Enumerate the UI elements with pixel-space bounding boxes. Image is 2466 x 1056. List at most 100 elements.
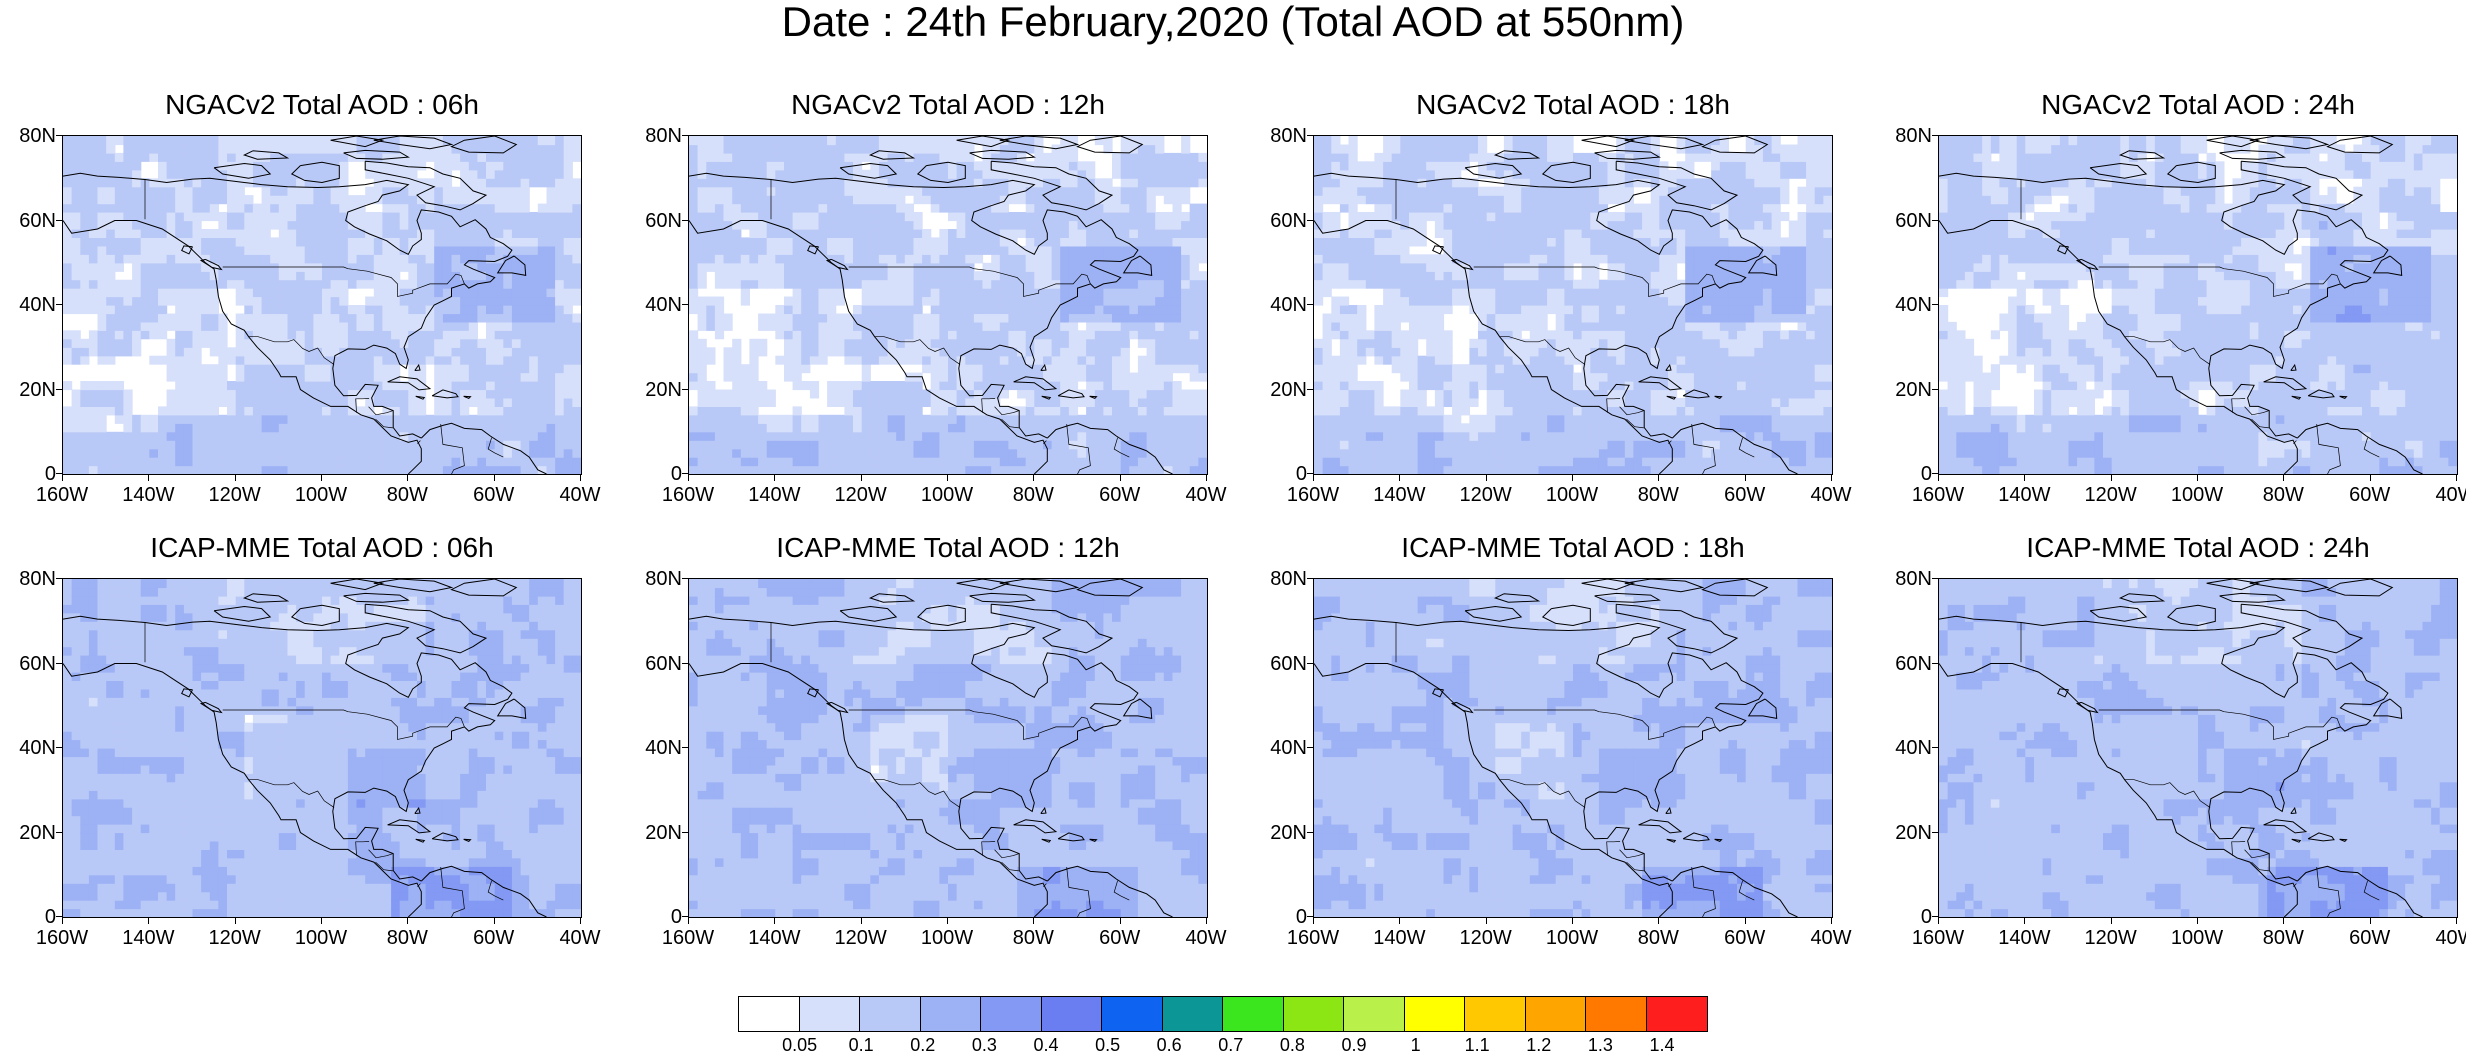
aod-cell	[494, 144, 504, 154]
aod-cell	[1198, 169, 1207, 179]
aod-cell	[1112, 440, 1122, 450]
aod-cell	[1322, 262, 1332, 272]
aod-cell	[775, 245, 785, 255]
aod-cell	[1189, 279, 1199, 289]
aod-cell	[732, 364, 742, 374]
aod-cell	[434, 195, 444, 205]
aod-cell	[365, 364, 375, 374]
aod-cell	[861, 271, 871, 281]
lat-tick-mark	[56, 304, 62, 305]
aod-cell	[982, 220, 992, 230]
aod-cell	[201, 465, 211, 474]
aod-cell	[192, 381, 202, 391]
aod-cell	[97, 347, 107, 357]
aod-cell	[192, 237, 202, 247]
aod-cell	[887, 347, 897, 357]
aod-cell	[973, 338, 984, 348]
aod-cell	[1146, 313, 1156, 323]
aod-cell	[904, 321, 914, 331]
aod-cell	[503, 279, 513, 289]
aod-cell	[749, 465, 759, 474]
aod-cell	[1391, 457, 1401, 467]
aod-cell	[835, 229, 845, 238]
aod-cell	[434, 245, 444, 255]
aod-cell	[304, 321, 314, 331]
aod-cell	[792, 279, 802, 289]
aod-cell	[201, 237, 211, 247]
country-border	[1113, 437, 1130, 458]
aod-cell	[1094, 279, 1104, 289]
aod-cell	[460, 321, 470, 331]
aod-cell	[835, 186, 845, 196]
aod-cell	[356, 381, 366, 391]
aod-cell	[529, 305, 539, 315]
aod-cell	[896, 305, 906, 315]
aod-cell	[870, 229, 880, 238]
aod-cell	[956, 457, 966, 467]
aod-cell	[391, 448, 401, 458]
aod-cell	[503, 178, 513, 188]
aod-cell	[218, 381, 228, 391]
aod-cell	[71, 212, 81, 222]
aod-cell	[287, 195, 297, 205]
aod-cell	[887, 144, 897, 154]
aod-cell	[1198, 321, 1207, 331]
aod-cell	[1172, 313, 1182, 323]
aod-cell	[956, 355, 966, 365]
aod-cell	[1103, 262, 1113, 272]
aod-cell	[365, 237, 375, 247]
aod-cell	[801, 152, 811, 162]
aod-cell	[1025, 262, 1035, 272]
aod-cell	[939, 313, 949, 323]
aod-cell	[1120, 186, 1130, 196]
aod-cell	[740, 423, 750, 433]
aod-cell	[1314, 423, 1324, 433]
aod-cell	[1034, 237, 1044, 247]
aod-cell	[878, 330, 889, 340]
aod-cell	[697, 136, 707, 146]
aod-cell	[887, 321, 897, 331]
aod-cell	[1068, 372, 1079, 382]
aod-cell	[1189, 313, 1199, 323]
aod-cell	[1017, 245, 1027, 255]
aod-cell	[1391, 288, 1401, 298]
aod-cell	[347, 465, 358, 474]
aod-cell	[1086, 389, 1096, 399]
aod-cell	[417, 406, 427, 416]
aod-cell	[818, 457, 828, 467]
aod-cell	[270, 305, 280, 315]
aod-cell	[758, 144, 768, 154]
aod-cell	[425, 338, 435, 348]
aod-cell	[1172, 406, 1182, 416]
aod-cell	[689, 448, 699, 458]
aod-cell	[1094, 245, 1104, 255]
aod-cell	[572, 178, 581, 188]
aod-cell	[296, 237, 306, 247]
aod-cell	[818, 313, 828, 323]
aod-cell	[442, 245, 453, 255]
aod-cell	[714, 229, 725, 238]
aod-cell	[218, 178, 228, 188]
aod-cell	[853, 229, 863, 238]
aod-cell	[520, 389, 530, 399]
aod-cell	[1146, 364, 1156, 374]
aod-cell	[1181, 195, 1191, 205]
aod-cell	[209, 161, 219, 171]
aod-cell	[391, 203, 401, 213]
aod-cell	[88, 279, 99, 289]
aod-cell	[965, 161, 975, 171]
aod-cell	[114, 161, 124, 171]
aod-cell	[1146, 296, 1156, 306]
aod-cell	[201, 195, 211, 205]
aod-cell	[555, 212, 565, 222]
aod-cell	[1146, 169, 1156, 179]
aod-cell	[97, 305, 107, 315]
country-border	[994, 406, 1020, 416]
aod-cell	[1155, 414, 1165, 424]
aod-cell	[732, 431, 742, 441]
aod-cell	[158, 169, 168, 179]
aod-cell	[809, 279, 820, 289]
aod-cell	[792, 457, 802, 467]
aod-cell	[537, 338, 547, 348]
aod-cell	[1137, 229, 1148, 238]
